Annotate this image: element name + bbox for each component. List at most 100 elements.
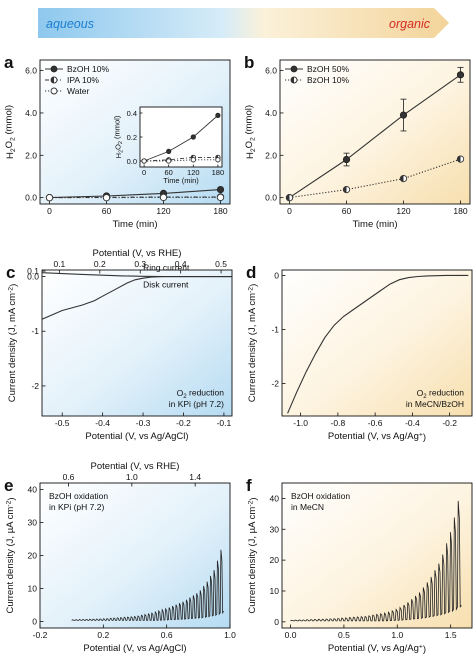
y-tick-label: 20 (28, 551, 38, 561)
label-part: ) (248, 497, 259, 500)
label-part: cm (5, 507, 16, 520)
annotation-line: in MeCN/BzOH (406, 399, 464, 409)
series-line (49, 189, 221, 199)
y-tick-label: 4.0 (265, 108, 277, 118)
x-tick-label: -0.8 (331, 418, 346, 428)
plot-area (290, 500, 462, 622)
panels: a 0 60 120 180 0.0 2.0 4.0 6.0 Time (min) H2O2​ (m… (3, 53, 473, 655)
label-part: + (419, 643, 423, 650)
label-part: 2 (250, 148, 257, 152)
label-part: O (113, 144, 122, 150)
y-tick-label: -2 (271, 379, 279, 389)
series-line (143, 115, 219, 162)
x-tick-label: 120 (396, 206, 410, 216)
data-point (399, 111, 408, 119)
series-bzoh-50- (285, 66, 465, 202)
annotation-line: in KPi (pH 7.2) (49, 502, 104, 512)
label-part: ) (423, 644, 426, 655)
y-tick-label: 0 (32, 616, 37, 626)
x-tick-label: 0.0 (285, 630, 297, 640)
panel-f: f 0.0 0.5 1.0 1.5 0 10 20 30 40 Potential (V, vs A… (246, 476, 473, 655)
legend-label: BzOH 10% (307, 75, 349, 85)
label-part: O (417, 388, 424, 398)
panel-a: a 0 60 120 180 0.0 2.0 4.0 6.0 Time (min) H2O2​ (m… (3, 53, 231, 230)
label-part: cm (247, 293, 258, 306)
legend-label: BzOH 50% (307, 64, 349, 74)
label-part: -2 (5, 500, 12, 506)
banner-arrow (38, 8, 449, 38)
panel-label: d (246, 263, 256, 282)
plot-frame (39, 482, 231, 629)
y-tick-label: 20 (270, 555, 280, 565)
y-axis-label: Current density (J, mA cm-2​) (247, 284, 259, 403)
label-part: Potential (V, vs RHE) (93, 248, 182, 259)
label-part: 2 (183, 393, 187, 400)
series-label: Ring current (143, 262, 190, 272)
series-line (144, 156, 218, 162)
y-axis-label: H2O2​ (mmol) (3, 105, 17, 159)
top-x-tick-label: 0.3 (134, 259, 146, 269)
label-part: -2 (247, 287, 254, 293)
data-point (166, 158, 172, 164)
y-tick-label: 2.0 (25, 150, 37, 160)
label-part: ) (248, 284, 259, 287)
y-tick-label: -1 (31, 326, 39, 336)
legend: BzOH 10%IPA 10%Water (45, 64, 109, 96)
label-part: Potential (V, vs RHE) (91, 461, 180, 472)
label-part: Potential (V, vs Ag/AgCl) (83, 643, 186, 654)
top-x-tick-label: 0.4 (175, 259, 187, 269)
x-axis-label: Potential (V, vs Ag/AgCl) (83, 643, 186, 654)
y-tick-label: 30 (270, 524, 280, 534)
y-axis-label: H2O2​ (mmol) (243, 105, 257, 159)
plot-area (42, 272, 232, 320)
label-part: in KPi (pH 7.2) (169, 399, 224, 409)
y-tick-label: 0.4 (127, 109, 137, 118)
x-axis-label: Time (min) (112, 219, 157, 230)
plot-area (285, 66, 465, 202)
data-point (342, 155, 351, 164)
label-part: reduction (427, 387, 465, 397)
label-part: Ag (407, 643, 419, 654)
series-0 (287, 274, 469, 414)
top-x-tick-label: 0.5 (215, 259, 227, 269)
data-point (141, 158, 147, 164)
series-line (49, 196, 221, 199)
top-x-tick-label: 1.0 (126, 472, 138, 482)
label-part: Potential (V, vs Ag/AgCl) (85, 431, 188, 442)
top-x-tick-label: 1.4 (189, 472, 201, 482)
legend-label: Water (67, 86, 90, 96)
label-part: -2 (7, 287, 14, 293)
label-part: 2 (10, 148, 17, 152)
data-point (290, 65, 298, 73)
plot-frame (39, 59, 231, 205)
x-tick-label: 0 (142, 168, 146, 177)
x-tick-label: -0.4 (405, 418, 420, 428)
x-axis-label: Time (min) (352, 219, 397, 230)
label-part: Time (min) (352, 219, 397, 230)
label-part: Time (min) (163, 176, 199, 185)
x-tick-label: 1.0 (391, 630, 403, 640)
y-axis-label: Current density (J, µA cm-2​) (5, 497, 17, 613)
annotation-line: BzOH oxidation (49, 491, 108, 501)
data-point-half (343, 186, 347, 193)
series-line (287, 274, 469, 414)
x-tick-label: -0.2 (176, 418, 191, 428)
series-line (290, 500, 462, 622)
plot-frame (139, 106, 223, 168)
y-tick-label: 10 (270, 586, 280, 596)
y-tick-label: 40 (28, 485, 38, 495)
plot-background (42, 270, 232, 416)
panel-c: c-0.5 -0.4 -0.3 -0.2 -0.10.10.0-1-20.1 0.2 0.3… (6, 248, 233, 442)
label-part: 2 (249, 137, 256, 141)
label-part: BzOH oxidation (49, 491, 108, 501)
panel-d: d -1.0 -0.8 -0.6 -0.4 -0.2 0 -1 -2 Potential (V, … (246, 263, 473, 443)
label-part: Time (min) (112, 219, 157, 230)
label-part: ) (8, 284, 19, 287)
y-tick-label: 0.1 (27, 266, 39, 276)
series-water (45, 193, 225, 202)
top-x-tick-label: 0.1 (53, 259, 65, 269)
label-part: Current density (J, µA (5, 519, 16, 613)
plot-background (280, 60, 470, 204)
